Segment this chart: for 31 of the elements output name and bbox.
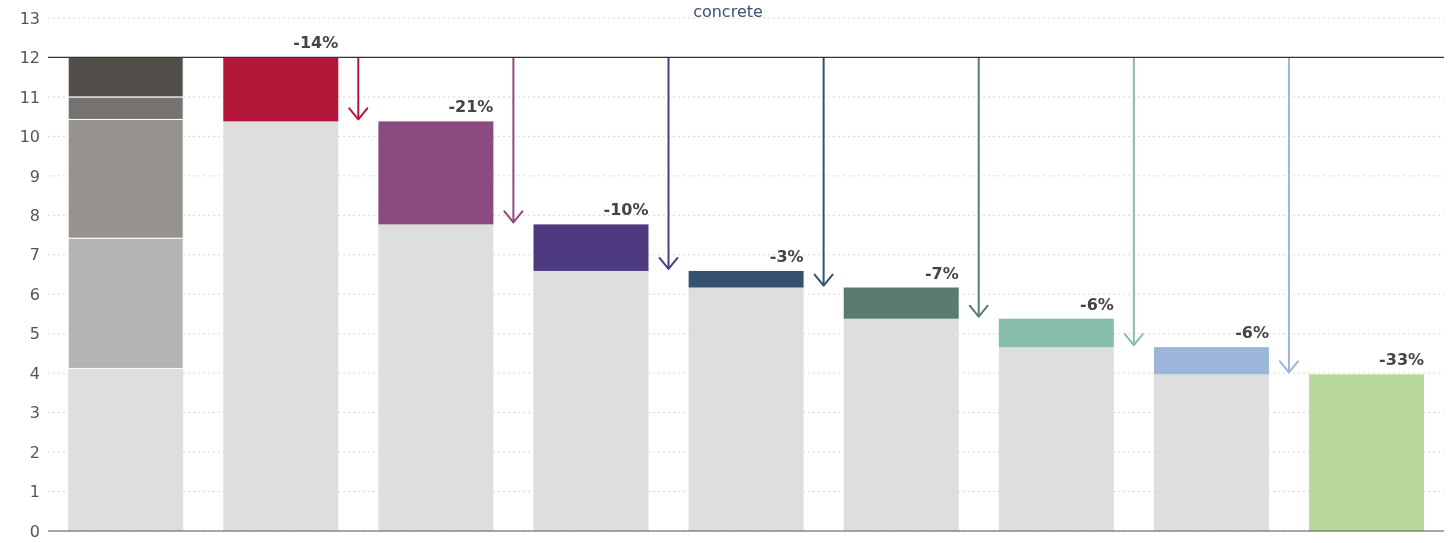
y-tick-label: 0	[29, 521, 40, 541]
annotation: -21%	[448, 97, 494, 117]
annotation: -6%	[1080, 294, 1114, 314]
y-tick-label: 3	[29, 403, 40, 423]
y-tick-label: 12	[19, 48, 40, 68]
y-tick-label: 4	[29, 363, 40, 383]
annotation: concrete	[693, 2, 763, 21]
bar	[688, 270, 804, 288]
annotation: -14%	[293, 33, 339, 53]
bar	[1309, 374, 1425, 531]
bar	[223, 57, 339, 122]
y-tick-label: 13	[19, 8, 40, 28]
y-tick-label: 9	[29, 166, 40, 186]
y-tick-label: 2	[29, 442, 40, 462]
bar	[998, 318, 1114, 348]
y-tick-label: 7	[29, 245, 40, 265]
annotation: -7%	[924, 263, 959, 283]
y-tick-label: 1	[29, 482, 40, 502]
bar	[533, 224, 649, 271]
annotation: -3%	[769, 246, 804, 266]
bar	[1153, 347, 1269, 375]
y-tick-label: 6	[29, 284, 40, 304]
annotation: -6%	[1235, 323, 1269, 343]
y-tick-label: 11	[19, 87, 40, 107]
y-tick-label: 5	[29, 324, 40, 344]
y-tick-label: 8	[29, 205, 40, 225]
y-tick-label: 10	[19, 127, 40, 147]
annotation: -33%	[1379, 350, 1425, 370]
bar	[843, 287, 959, 319]
bar	[378, 121, 494, 225]
annotation: -10%	[603, 200, 649, 220]
